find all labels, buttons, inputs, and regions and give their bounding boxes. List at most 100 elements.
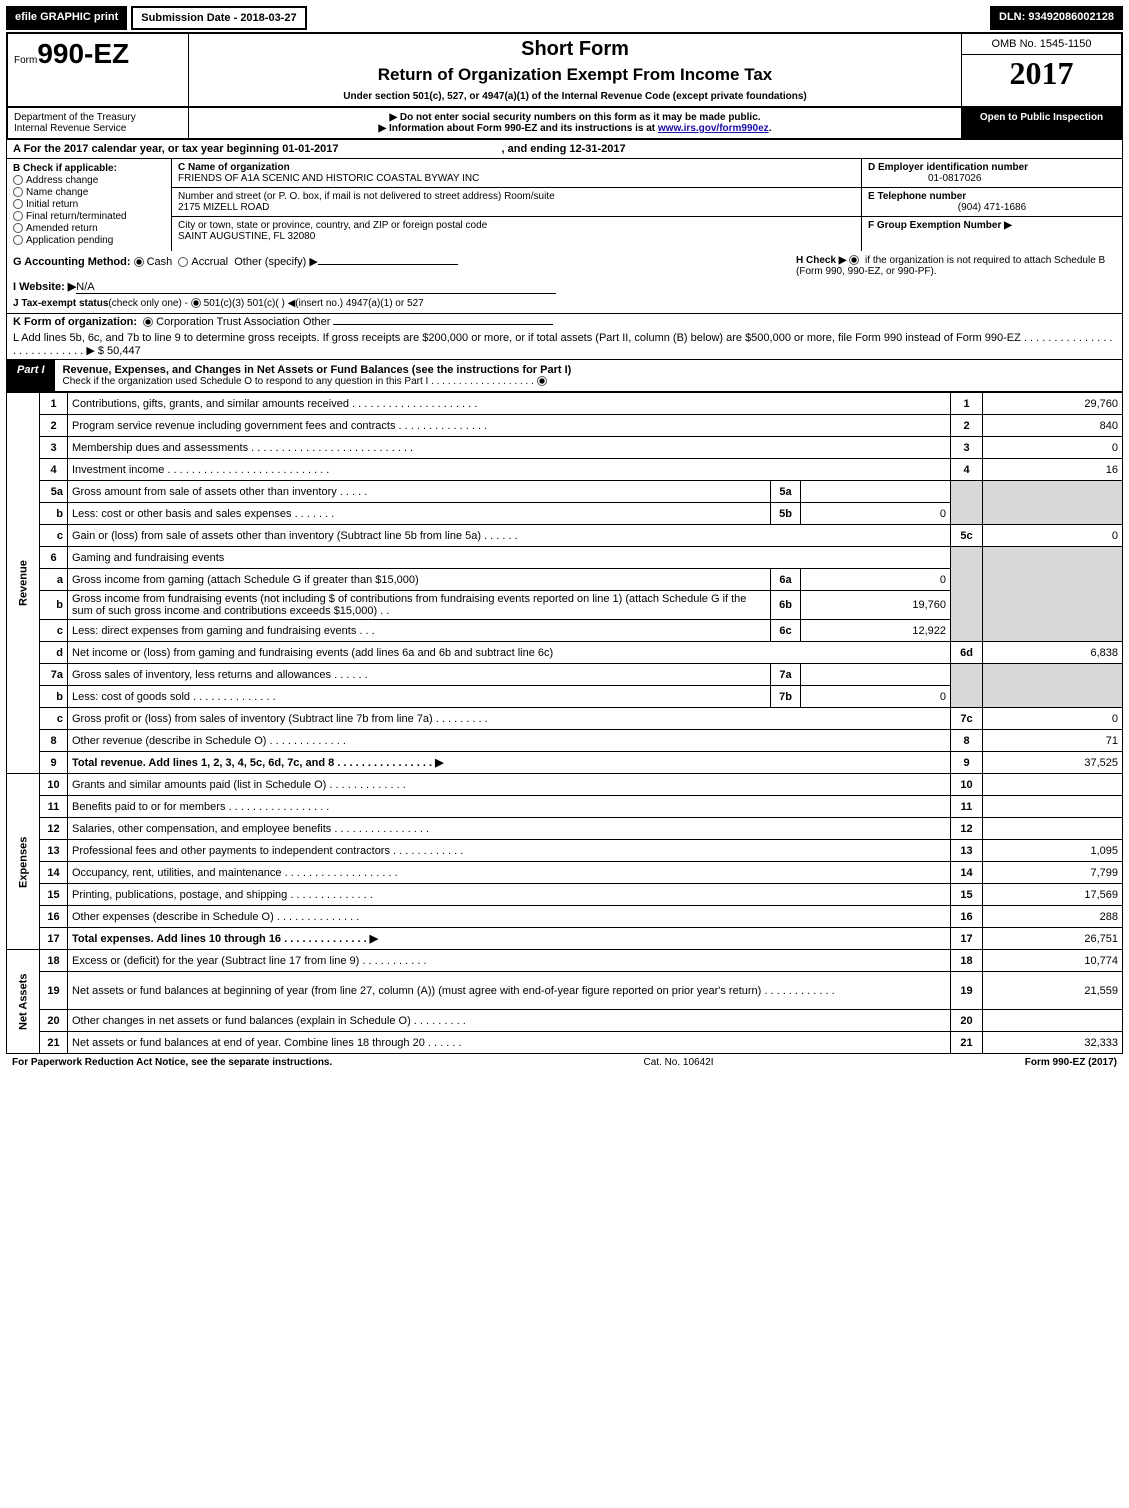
line-9-box: 9 bbox=[951, 752, 983, 774]
h-label: H Check ▶ bbox=[796, 255, 846, 266]
ssn-warning: ▶ Do not enter social security numbers o… bbox=[195, 112, 955, 123]
h-check-radio[interactable] bbox=[849, 255, 859, 265]
omb-number: OMB No. 1545-1150 bbox=[962, 34, 1121, 55]
cash-radio[interactable] bbox=[134, 257, 144, 267]
line-11-box: 11 bbox=[951, 796, 983, 818]
line-15-num: 15 bbox=[40, 884, 68, 906]
line-12-box: 12 bbox=[951, 818, 983, 840]
other-specify-line[interactable] bbox=[318, 264, 458, 265]
line-10-desc: Grants and similar amounts paid (list in… bbox=[68, 774, 951, 796]
line-1-desc: Contributions, gifts, grants, and simila… bbox=[68, 393, 951, 415]
final-return-radio[interactable] bbox=[13, 211, 23, 221]
line-5b-sub: 5b bbox=[771, 503, 801, 525]
accrual-radio[interactable] bbox=[178, 257, 188, 267]
tel-value: (904) 471-1686 bbox=[868, 202, 1116, 213]
line-19-val: 21,559 bbox=[983, 972, 1123, 1010]
org-street: 2175 MIZELL ROAD bbox=[178, 202, 269, 213]
efile-print-button[interactable]: efile GRAPHIC print bbox=[6, 6, 127, 30]
line-21-box: 21 bbox=[951, 1032, 983, 1054]
line-11-desc: Benefits paid to or for members . . . . … bbox=[68, 796, 951, 818]
line-21-desc: Net assets or fund balances at end of ye… bbox=[68, 1032, 951, 1054]
org-city: SAINT AUGUSTINE, FL 32080 bbox=[178, 231, 315, 242]
line-14-box: 14 bbox=[951, 862, 983, 884]
line-2-num: 2 bbox=[40, 415, 68, 437]
section-b-column: B Check if applicable: Address change Na… bbox=[7, 159, 172, 251]
line-19-desc: Net assets or fund balances at beginning… bbox=[68, 972, 951, 1010]
b-label: B Check if applicable: bbox=[13, 163, 117, 174]
line-18-num: 18 bbox=[40, 950, 68, 972]
part1-sub: Check if the organization used Schedule … bbox=[63, 376, 1114, 387]
line-16-desc: Other expenses (describe in Schedule O) … bbox=[68, 906, 951, 928]
initial-return-radio[interactable] bbox=[13, 199, 23, 209]
footer-right: Form 990-EZ (2017) bbox=[1025, 1057, 1117, 1068]
line-6a-num: a bbox=[40, 569, 68, 591]
short-form-title: Short Form bbox=[195, 38, 955, 61]
line-7a-num: 7a bbox=[40, 664, 68, 686]
application-pending-radio[interactable] bbox=[13, 235, 23, 245]
line-6c-num: c bbox=[40, 620, 68, 642]
b-opt-3: Final return/terminated bbox=[26, 211, 127, 222]
line-6c-desc: Less: direct expenses from gaming and fu… bbox=[68, 620, 771, 642]
line-15-val: 17,569 bbox=[983, 884, 1123, 906]
line-13-val: 1,095 bbox=[983, 840, 1123, 862]
j-label: J Tax-exempt status bbox=[13, 298, 108, 309]
tax-year: 2017 bbox=[962, 55, 1121, 92]
line-3-desc: Membership dues and assessments . . . . … bbox=[68, 437, 951, 459]
dept-cell: Department of the Treasury Internal Reve… bbox=[8, 108, 188, 138]
k-corp-radio[interactable] bbox=[143, 317, 153, 327]
line-8-val: 71 bbox=[983, 730, 1123, 752]
line-6d-box: 6d bbox=[951, 642, 983, 664]
section-a-text: A For the 2017 calendar year, or tax yea… bbox=[13, 143, 338, 155]
dln-box: DLN: 93492086002128 bbox=[990, 6, 1123, 30]
line-6-desc: Gaming and fundraising events bbox=[68, 547, 951, 569]
l-amount: 50,447 bbox=[107, 345, 141, 357]
line-6a-subval: 0 bbox=[801, 569, 951, 591]
line-6c-sub: 6c bbox=[771, 620, 801, 642]
g-label: G Accounting Method: bbox=[13, 256, 131, 268]
line-4-box: 4 bbox=[951, 459, 983, 481]
c-city-label: City or town, state or province, country… bbox=[178, 220, 487, 231]
part1-schedule-o-check[interactable] bbox=[537, 376, 547, 386]
tel-label: E Telephone number bbox=[868, 191, 966, 202]
line-5ab-shade-num bbox=[951, 481, 983, 525]
amended-return-radio[interactable] bbox=[13, 223, 23, 233]
part1-tag: Part I bbox=[7, 360, 55, 391]
b-opt-5: Application pending bbox=[26, 235, 113, 246]
line-18-desc: Excess or (deficit) for the year (Subtra… bbox=[68, 950, 951, 972]
g-row: G Accounting Method: Cash Accrual Other … bbox=[13, 255, 788, 268]
line-5a-num: 5a bbox=[40, 481, 68, 503]
line-13-box: 13 bbox=[951, 840, 983, 862]
line-6d-desc: Net income or (loss) from gaming and fun… bbox=[68, 642, 951, 664]
l-row: L Add lines 5b, 6c, and 7b to line 9 to … bbox=[6, 330, 1123, 360]
line-19-num: 19 bbox=[40, 972, 68, 1010]
address-change-radio[interactable] bbox=[13, 175, 23, 185]
name-change-radio[interactable] bbox=[13, 187, 23, 197]
line-1-box: 1 bbox=[951, 393, 983, 415]
line-11-num: 11 bbox=[40, 796, 68, 818]
line-7ab-shade-val bbox=[983, 664, 1123, 708]
line-5c-desc: Gain or (loss) from sale of assets other… bbox=[68, 525, 951, 547]
irs-link[interactable]: www.irs.gov/form990ez bbox=[658, 123, 769, 134]
line-20-desc: Other changes in net assets or fund bala… bbox=[68, 1010, 951, 1032]
line-6a-sub: 6a bbox=[771, 569, 801, 591]
footer-row: For Paperwork Reduction Act Notice, see … bbox=[6, 1054, 1123, 1071]
form-number-cell: Form990-EZ bbox=[8, 34, 188, 106]
g-cash: Cash bbox=[147, 256, 173, 268]
k-other-line[interactable] bbox=[333, 324, 553, 325]
line-6d-val: 6,838 bbox=[983, 642, 1123, 664]
line-8-num: 8 bbox=[40, 730, 68, 752]
line-8-desc: Other revenue (describe in Schedule O) .… bbox=[68, 730, 951, 752]
k-row: K Form of organization: Corporation Trus… bbox=[6, 314, 1123, 330]
line-14-val: 7,799 bbox=[983, 862, 1123, 884]
part1-header: Part I Revenue, Expenses, and Changes in… bbox=[6, 360, 1123, 392]
j-501c3-radio[interactable] bbox=[191, 298, 201, 308]
l-text: L Add lines 5b, 6c, and 7b to line 9 to … bbox=[13, 332, 1113, 357]
line-13-desc: Professional fees and other payments to … bbox=[68, 840, 951, 862]
line-4-num: 4 bbox=[40, 459, 68, 481]
line-7a-sub: 7a bbox=[771, 664, 801, 686]
website-value: N/A bbox=[76, 281, 94, 293]
line-7b-subval: 0 bbox=[801, 686, 951, 708]
part1-table: Revenue 1 Contributions, gifts, grants, … bbox=[6, 392, 1123, 1054]
line-6b-subval: 19,760 bbox=[801, 591, 951, 620]
j-note: (check only one) - bbox=[108, 298, 190, 309]
